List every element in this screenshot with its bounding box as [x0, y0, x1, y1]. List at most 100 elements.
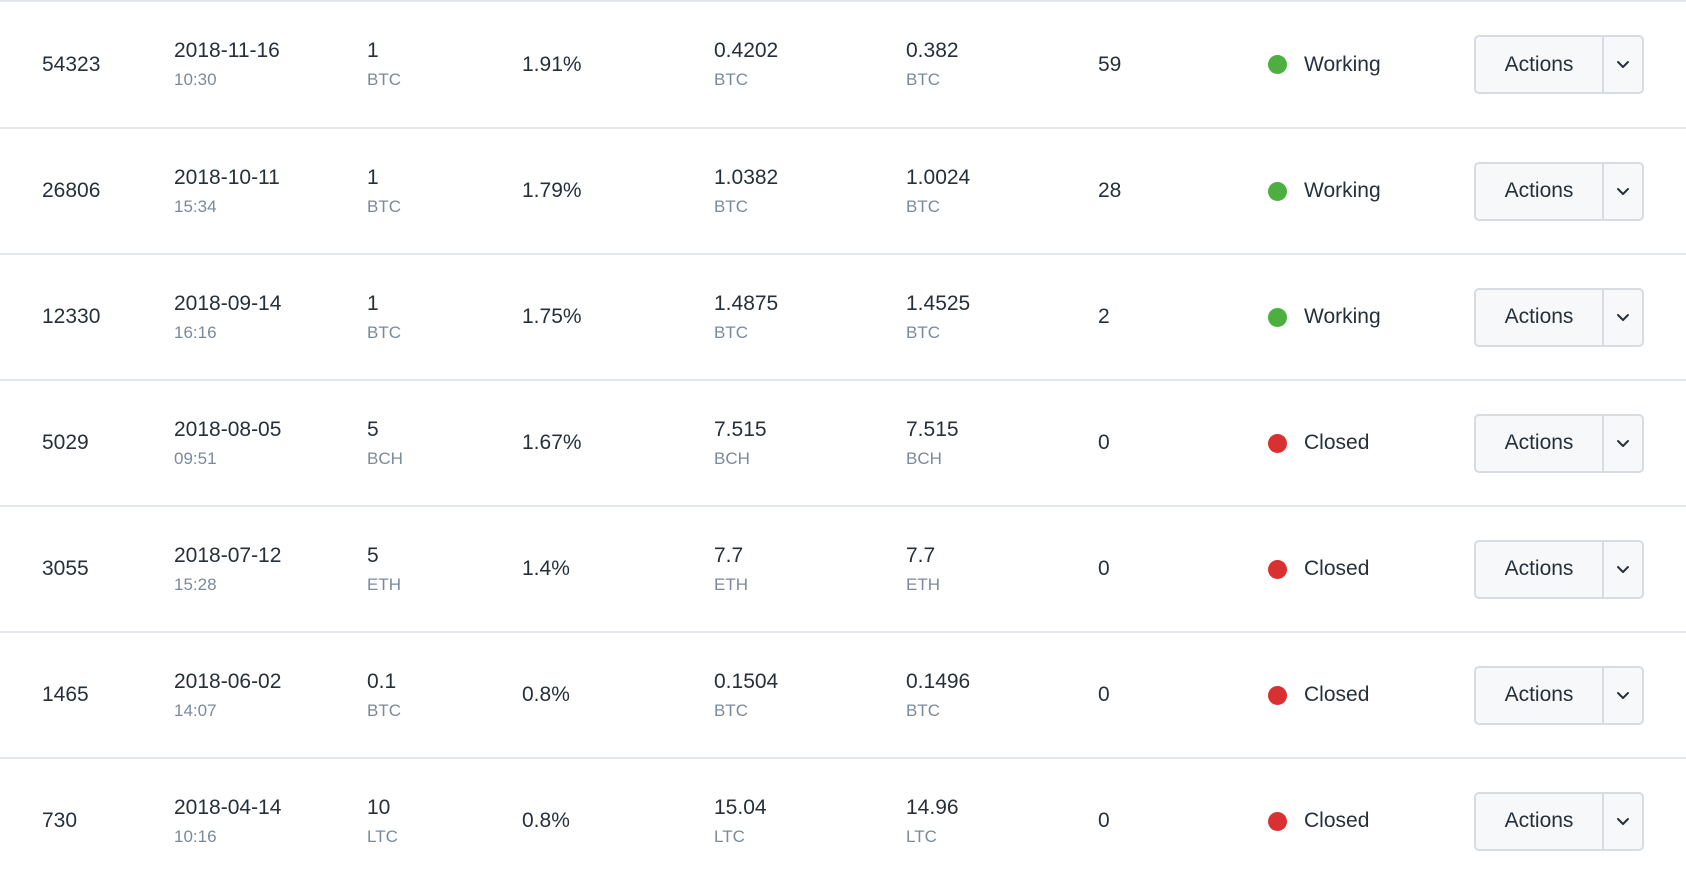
- count-value: 28: [1098, 179, 1122, 202]
- table-row: 730 2018-04-14 10:16 10 LTC 0.8% 15.04 L…: [0, 757, 1686, 883]
- remaining-cell: 7.7 ETH: [906, 507, 940, 631]
- actions-dropdown-toggle[interactable]: [1604, 668, 1642, 723]
- actions-button[interactable]: Actions: [1476, 667, 1604, 723]
- order-time: 15:34: [174, 196, 217, 216]
- date-cell: 2018-04-14 10:16: [174, 759, 281, 883]
- amount-cell: 5 ETH: [367, 507, 401, 631]
- status-label: Working: [1304, 305, 1381, 328]
- table-row: 54323 2018-11-16 10:30 1 BTC 1.91% 0.420…: [0, 0, 1686, 127]
- total-value: 0.1504: [714, 669, 779, 693]
- total-unit: BTC: [714, 700, 748, 720]
- order-date: 2018-09-14: [174, 291, 282, 315]
- status-dot-icon: [1268, 55, 1287, 74]
- rate-value: 1.4%: [522, 557, 570, 580]
- actions-button[interactable]: Actions: [1476, 793, 1604, 849]
- total-value: 0.4202: [714, 39, 779, 62]
- count-cell: 28: [1098, 129, 1121, 253]
- count-cell: 0: [1098, 381, 1110, 505]
- count-cell: 0: [1098, 759, 1110, 883]
- chevron-down-icon: [1617, 61, 1629, 68]
- order-date: 2018-10-11: [174, 165, 280, 189]
- actions-cell: Actions: [1474, 129, 1644, 253]
- amount-unit: BTC: [367, 196, 401, 216]
- status-label: Working: [1304, 179, 1381, 202]
- total-cell: 15.04 LTC: [714, 759, 767, 883]
- remaining-unit: BTC: [906, 196, 940, 216]
- status-cell: Closed: [1268, 633, 1369, 757]
- status-label: Closed: [1304, 557, 1370, 580]
- remaining-cell: 14.96 LTC: [906, 759, 959, 883]
- actions-dropdown-toggle[interactable]: [1604, 290, 1642, 345]
- amount-value: 1: [367, 291, 379, 315]
- order-time: 10:30: [174, 70, 217, 89]
- actions-cell: Actions: [1474, 759, 1644, 883]
- total-unit: LTC: [714, 826, 745, 846]
- order-id: 5029: [42, 431, 89, 454]
- status-dot-icon: [1268, 181, 1287, 201]
- status-dot-icon: [1268, 811, 1287, 831]
- order-date: 2018-06-02: [174, 669, 282, 693]
- count-cell: 0: [1098, 507, 1110, 631]
- order-time: 10:16: [174, 826, 217, 846]
- amount-value: 5: [367, 543, 379, 567]
- date-cell: 2018-11-16 10:30: [174, 2, 280, 127]
- id-cell: 26806: [42, 129, 100, 253]
- remaining-cell: 1.0024 BTC: [906, 129, 970, 253]
- table-row: 5029 2018-08-05 09:51 5 BCH 1.67% 7.515 …: [0, 379, 1686, 505]
- total-cell: 0.4202 BTC: [714, 2, 778, 127]
- actions-dropdown-toggle[interactable]: [1604, 416, 1642, 471]
- date-cell: 2018-10-11 15:34: [174, 129, 280, 253]
- chevron-down-icon: [1617, 187, 1629, 195]
- status-label: Closed: [1304, 431, 1370, 454]
- remaining-unit: BTC: [906, 700, 940, 720]
- actions-dropdown-toggle[interactable]: [1604, 794, 1642, 849]
- total-value: 7.7: [714, 543, 744, 567]
- order-time: 15:28: [174, 574, 217, 594]
- remaining-value: 1.4525: [906, 291, 971, 315]
- actions-button[interactable]: Actions: [1476, 415, 1604, 471]
- amount-unit: BTC: [367, 322, 401, 342]
- count-cell: 59: [1098, 2, 1121, 127]
- actions-button[interactable]: Actions: [1476, 289, 1604, 345]
- rate-cell: 1.67%: [522, 381, 582, 505]
- actions-dropdown-toggle[interactable]: [1604, 164, 1642, 219]
- amount-cell: 1 BTC: [367, 129, 401, 253]
- table-row: 12330 2018-09-14 16:16 1 BTC 1.75% 1.487…: [0, 253, 1686, 379]
- total-cell: 7.7 ETH: [714, 507, 748, 631]
- rate-cell: 1.75%: [522, 255, 582, 379]
- amount-unit: BTC: [367, 70, 401, 89]
- status-cell: Working: [1268, 255, 1381, 379]
- actions-button[interactable]: Actions: [1476, 541, 1604, 597]
- amount-value: 5: [367, 417, 379, 441]
- rate-value: 1.75%: [522, 305, 582, 328]
- remaining-value: 7.515: [906, 417, 959, 441]
- actions-button[interactable]: Actions: [1476, 37, 1604, 92]
- count-value: 2: [1098, 305, 1110, 328]
- chevron-down-icon: [1617, 313, 1629, 321]
- count-value: 0: [1098, 557, 1110, 580]
- total-value: 15.04: [714, 795, 767, 819]
- remaining-unit: BTC: [906, 322, 940, 342]
- rate-value: 1.91%: [522, 52, 582, 76]
- remaining-unit: ETH: [906, 574, 940, 594]
- total-cell: 1.0382 BTC: [714, 129, 778, 253]
- count-cell: 2: [1098, 255, 1110, 379]
- amount-value: 10: [367, 795, 391, 819]
- rate-value: 1.67%: [522, 431, 582, 454]
- rate-cell: 0.8%: [522, 633, 570, 757]
- order-id: 54323: [42, 52, 101, 76]
- status-dot-icon: [1268, 685, 1287, 705]
- actions-dropdown-toggle[interactable]: [1604, 37, 1642, 92]
- actions-dropdown-toggle[interactable]: [1604, 542, 1642, 597]
- status-cell: Closed: [1268, 759, 1369, 883]
- status-cell: Closed: [1268, 381, 1369, 505]
- id-cell: 5029: [42, 381, 89, 505]
- rate-cell: 1.79%: [522, 129, 582, 253]
- actions-button[interactable]: Actions: [1476, 163, 1604, 219]
- status-dot-icon: [1268, 433, 1287, 453]
- actions-cell: Actions: [1474, 633, 1644, 757]
- total-value: 7.515: [714, 417, 767, 441]
- order-date: 2018-07-12: [174, 543, 282, 567]
- date-cell: 2018-06-02 14:07: [174, 633, 281, 757]
- chevron-down-icon: [1617, 691, 1629, 699]
